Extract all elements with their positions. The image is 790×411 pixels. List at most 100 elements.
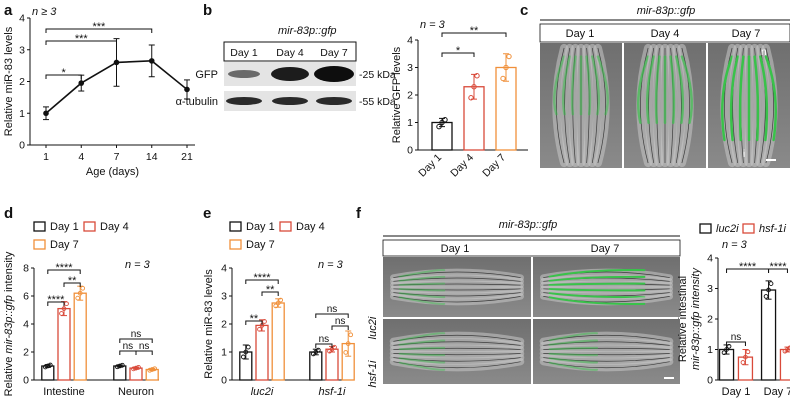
lane-labels-box bbox=[223, 41, 357, 62]
significance-bracket bbox=[441, 32, 507, 37]
y-tick-label: 1 bbox=[707, 344, 713, 356]
x-tick-label: 4 bbox=[78, 151, 84, 163]
y-tick-label: 0 bbox=[23, 375, 29, 387]
worm-outline bbox=[543, 357, 670, 362]
y-tick-label: 4 bbox=[407, 35, 413, 47]
data-point bbox=[763, 294, 769, 299]
y-tick-label: 0 bbox=[707, 375, 713, 387]
gfp-signal bbox=[398, 361, 446, 371]
y-axis-label-part: intensity bbox=[3, 251, 15, 295]
data-point bbox=[721, 350, 727, 356]
significance-label: ns bbox=[335, 316, 346, 327]
micrograph-day-label: Day 1 bbox=[566, 28, 595, 40]
data-point bbox=[147, 367, 153, 373]
panel-letter-f: f bbox=[356, 205, 362, 222]
data-point bbox=[133, 365, 139, 371]
gfp-signal bbox=[398, 332, 446, 342]
significance-label: ns bbox=[131, 329, 142, 340]
gfp-signal bbox=[553, 55, 566, 116]
legend-label: luc2i bbox=[716, 223, 739, 235]
gfp-signal bbox=[398, 269, 446, 278]
worm-outline bbox=[543, 341, 670, 346]
worm-outline bbox=[543, 334, 670, 342]
gfp-signal bbox=[675, 55, 685, 124]
legend-label: hsf-1i bbox=[759, 223, 786, 235]
worm-outline bbox=[765, 47, 774, 164]
worm-outline bbox=[393, 288, 521, 291]
worm-outline bbox=[543, 353, 670, 356]
worm-outline bbox=[393, 361, 521, 369]
x-tick-label: Day 7 bbox=[480, 152, 508, 180]
y-tick-label: 4 bbox=[221, 263, 227, 275]
data-point bbox=[436, 123, 442, 130]
worm-outline bbox=[640, 47, 649, 164]
legend-label: Day 7 bbox=[50, 239, 79, 251]
legend-swatch bbox=[229, 239, 242, 250]
n-label: n ≥ 3 bbox=[32, 6, 57, 18]
blot-lane-label: Day 7 bbox=[320, 47, 348, 59]
data-point bbox=[119, 362, 125, 368]
data-point bbox=[468, 95, 474, 101]
data-point bbox=[273, 303, 279, 309]
data-point bbox=[503, 64, 509, 71]
significance-label: ** bbox=[250, 313, 259, 325]
data-point bbox=[315, 347, 321, 353]
worm-outline bbox=[393, 353, 521, 356]
data-point bbox=[75, 295, 81, 301]
y-tick-label: 3 bbox=[19, 44, 25, 56]
blot-size-label: -55 kDa bbox=[359, 96, 396, 108]
gfp-signal bbox=[561, 55, 571, 116]
gfp-band bbox=[314, 66, 354, 82]
y-tick-label: 2 bbox=[707, 314, 713, 326]
x-tick-label: hsf-1i bbox=[319, 386, 346, 398]
legend-swatch bbox=[33, 221, 46, 232]
significance-label: ns bbox=[123, 341, 134, 352]
data-point bbox=[184, 86, 190, 93]
legend-swatch bbox=[229, 221, 242, 232]
y-tick-label: 6 bbox=[23, 291, 29, 303]
gfp-signal bbox=[636, 55, 650, 124]
gfp-signal bbox=[548, 269, 646, 278]
panel-letter-b: b bbox=[203, 2, 212, 19]
annotation-n: n bbox=[761, 47, 767, 58]
legend-label: Day 4 bbox=[100, 221, 129, 233]
y-tick-label: 2 bbox=[23, 347, 29, 359]
significance-bracket bbox=[135, 350, 153, 355]
data-point bbox=[745, 349, 751, 355]
panel-letter-a: a bbox=[4, 2, 13, 19]
panel-f-bar-chart: 0 1 2 3 4 Day 1 Day 7 Relative intestinal mir-83… bbox=[677, 239, 790, 398]
significance-label: **** bbox=[47, 294, 65, 306]
x-axis-label: Age (days) bbox=[86, 166, 139, 178]
gfp-signal bbox=[398, 352, 446, 357]
micrograph-day-label: Day 1 bbox=[441, 243, 470, 255]
blot-lane-label: Day 1 bbox=[230, 47, 258, 59]
x-tick-label: 21 bbox=[181, 151, 193, 163]
n-label: n = 3 bbox=[125, 259, 151, 271]
x-tick-label: Day 4 bbox=[448, 152, 476, 180]
gfp-signal bbox=[548, 296, 646, 305]
tubulin-band bbox=[272, 97, 308, 105]
gfp-signal bbox=[764, 55, 777, 142]
western-blot: mir-83p::gfp Day 1 Day 4 Day 7 GFP α-tub… bbox=[176, 25, 396, 111]
annotation-i: i bbox=[743, 149, 745, 160]
significance-bracket bbox=[45, 40, 117, 45]
data-point bbox=[439, 119, 445, 126]
data-point bbox=[740, 360, 746, 365]
gfp-band bbox=[271, 67, 309, 81]
data-point bbox=[47, 362, 53, 368]
significance-bracket bbox=[726, 341, 746, 346]
gfp-signal bbox=[398, 282, 446, 286]
panel-f-legend: luc2i hsf-1i bbox=[699, 223, 786, 235]
data-point bbox=[148, 58, 155, 64]
y-tick-label: 2 bbox=[221, 319, 227, 331]
data-point bbox=[506, 53, 512, 60]
panel-e-legend: Day 1 Day 4 Day 7 bbox=[229, 221, 325, 251]
x-tick-label: Day 7 bbox=[764, 386, 790, 398]
significance-label: ns bbox=[139, 341, 150, 352]
gfp-signal bbox=[548, 352, 599, 357]
significance-bracket bbox=[245, 320, 263, 325]
micrograph-title: mir-83p::gfp bbox=[499, 219, 558, 231]
y-tick-label: 3 bbox=[221, 291, 227, 303]
gfp-signal bbox=[596, 55, 609, 116]
significance-label: ns bbox=[327, 304, 338, 315]
